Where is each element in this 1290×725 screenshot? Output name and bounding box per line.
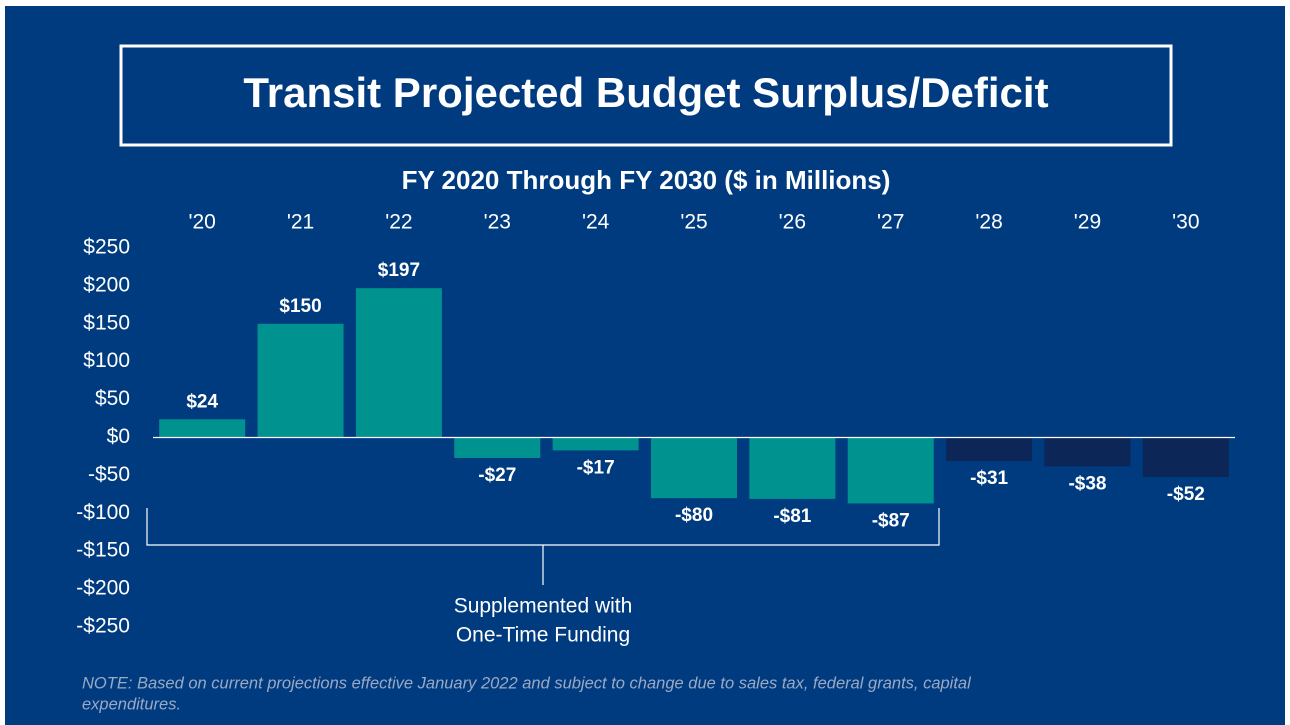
x-tick-label: '22: [385, 211, 412, 234]
y-tick-label: -$100: [76, 501, 130, 524]
bar: [257, 323, 344, 438]
y-tick-label: $150: [83, 311, 130, 334]
title-box: [119, 44, 1173, 147]
bracket: [146, 508, 940, 585]
x-tick-label: '28: [975, 211, 1002, 234]
y-tick-label: $50: [95, 387, 130, 410]
y-tick-label: $200: [83, 273, 130, 296]
value-label: -$81: [773, 506, 811, 527]
background: [5, 6, 1285, 725]
y-tick-label: $250: [83, 236, 130, 259]
bar: [1044, 437, 1131, 467]
x-tick-label: '24: [582, 211, 610, 234]
bar: [651, 437, 737, 499]
bar: [1142, 437, 1229, 477]
value-label: -$17: [577, 457, 615, 478]
chart-subtitle: FY 2020 Through FY 2030 ($ in Millions): [402, 165, 891, 195]
x-tick-label: '27: [877, 211, 904, 234]
x-tick-label: '20: [188, 211, 215, 234]
x-tick-label: '26: [779, 211, 806, 234]
annotation: One-Time Funding: [456, 624, 630, 647]
chart-title: Transit Projected Budget Surplus/Deficit: [243, 69, 1048, 116]
bar: [847, 437, 934, 504]
note: NOTE: Based on current projections effec…: [82, 674, 972, 692]
x-tick-label: '21: [287, 211, 314, 234]
bar: [552, 437, 639, 451]
y-tick-label: -$50: [88, 463, 130, 486]
y-tick-label: $100: [83, 349, 130, 372]
value-label: -$52: [1167, 484, 1205, 505]
x-tick-label: '30: [1172, 211, 1199, 234]
y-tick-label: -$200: [76, 577, 130, 600]
value-label: -$31: [970, 468, 1008, 489]
value-label: $24: [186, 391, 218, 412]
annotation: Supplemented with: [454, 595, 633, 618]
x-tick-label: '29: [1074, 211, 1101, 234]
y-tick-label: -$150: [76, 539, 130, 562]
value-label: -$87: [872, 510, 910, 531]
value-label: $150: [279, 296, 321, 317]
value-label: -$27: [478, 465, 516, 486]
value-label: -$80: [675, 505, 713, 526]
bar: [946, 437, 1033, 461]
value-label: -$38: [1068, 473, 1106, 494]
note: expenditures.: [82, 695, 181, 713]
bar: [454, 437, 541, 458]
x-tick-label: '23: [484, 211, 511, 234]
bar: [159, 419, 246, 438]
bar: [749, 437, 836, 499]
bar: [355, 288, 442, 438]
x-tick-label: '25: [680, 211, 707, 234]
y-tick-label: -$250: [76, 615, 130, 638]
y-tick-label: $0: [107, 425, 130, 448]
value-label: $197: [378, 260, 420, 281]
